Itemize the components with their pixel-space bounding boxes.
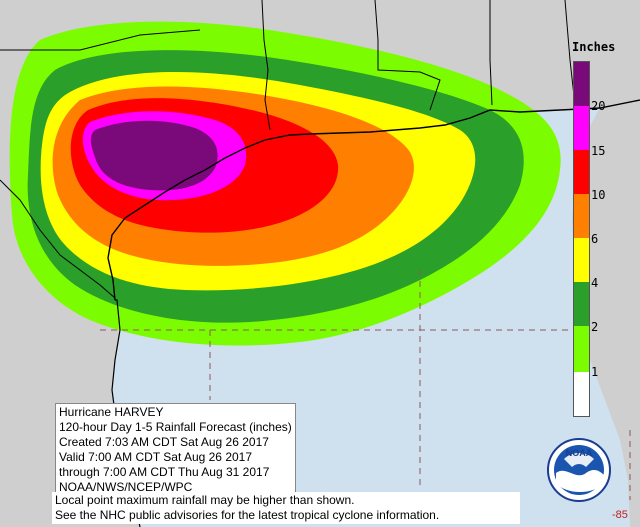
created-time: Created 7:03 AM CDT Sat Aug 26 2017: [59, 435, 269, 449]
legend-tick-1: 1: [591, 365, 599, 379]
forecast-title: 120-hour Day 1-5 Rainfall Forecast (inch…: [59, 420, 292, 434]
legend-title: Inches: [572, 40, 616, 54]
legend-swatch-lt1: [574, 372, 589, 416]
state-border-tx-la: [261, 0, 271, 131]
contour-20in: [90, 120, 218, 191]
longitude-label: -85: [612, 509, 628, 521]
noaa-logo-text: NOAA: [566, 448, 593, 458]
legend-swatch-1-2: [574, 326, 589, 372]
storm-name: Hurricane HARVEY: [59, 405, 164, 419]
footer-notes: Local point maximum rainfall may be high…: [52, 492, 520, 524]
coastline: [107, 99, 640, 301]
forecast-info-box: Hurricane HARVEY 120-hour Day 1-5 Rainfa…: [55, 403, 296, 497]
legend-swatch-6-10: [574, 194, 589, 238]
footer-note-1: Local point maximum rainfall may be high…: [55, 493, 355, 507]
legend-tick-20: 20: [591, 99, 606, 113]
legend-swatch-15-20: [574, 106, 589, 150]
valid-time: Valid 7:00 AM CDT Sat Aug 26 2017: [59, 450, 253, 464]
legend-color-bar: [573, 61, 590, 417]
noaa-logo: NOAA: [547, 438, 611, 502]
legend-tick-4: 4: [591, 276, 599, 290]
legend-swatch-gt20: [574, 62, 589, 106]
state-border-ms-al: [489, 0, 493, 106]
legend-swatch-2-4: [574, 282, 589, 326]
agency: NOAA/NWS/NCEP/WPC: [59, 480, 193, 494]
state-border-la-ms: [374, 0, 441, 111]
legend-tick-10: 10: [591, 188, 606, 202]
legend-tick-2: 2: [591, 320, 599, 334]
legend-tick-15: 15: [591, 144, 606, 158]
state-border-tx-ok: [0, 29, 201, 51]
legend-swatch-4-6: [574, 238, 589, 282]
legend-tick-6: 6: [591, 232, 599, 246]
border-tx-mexico: [0, 179, 116, 299]
legend-swatch-10-15: [574, 150, 589, 194]
footer-note-2: See the NHC public advisories for the la…: [55, 508, 440, 522]
through-time: through 7:00 AM CDT Thu Aug 31 2017: [59, 465, 270, 479]
